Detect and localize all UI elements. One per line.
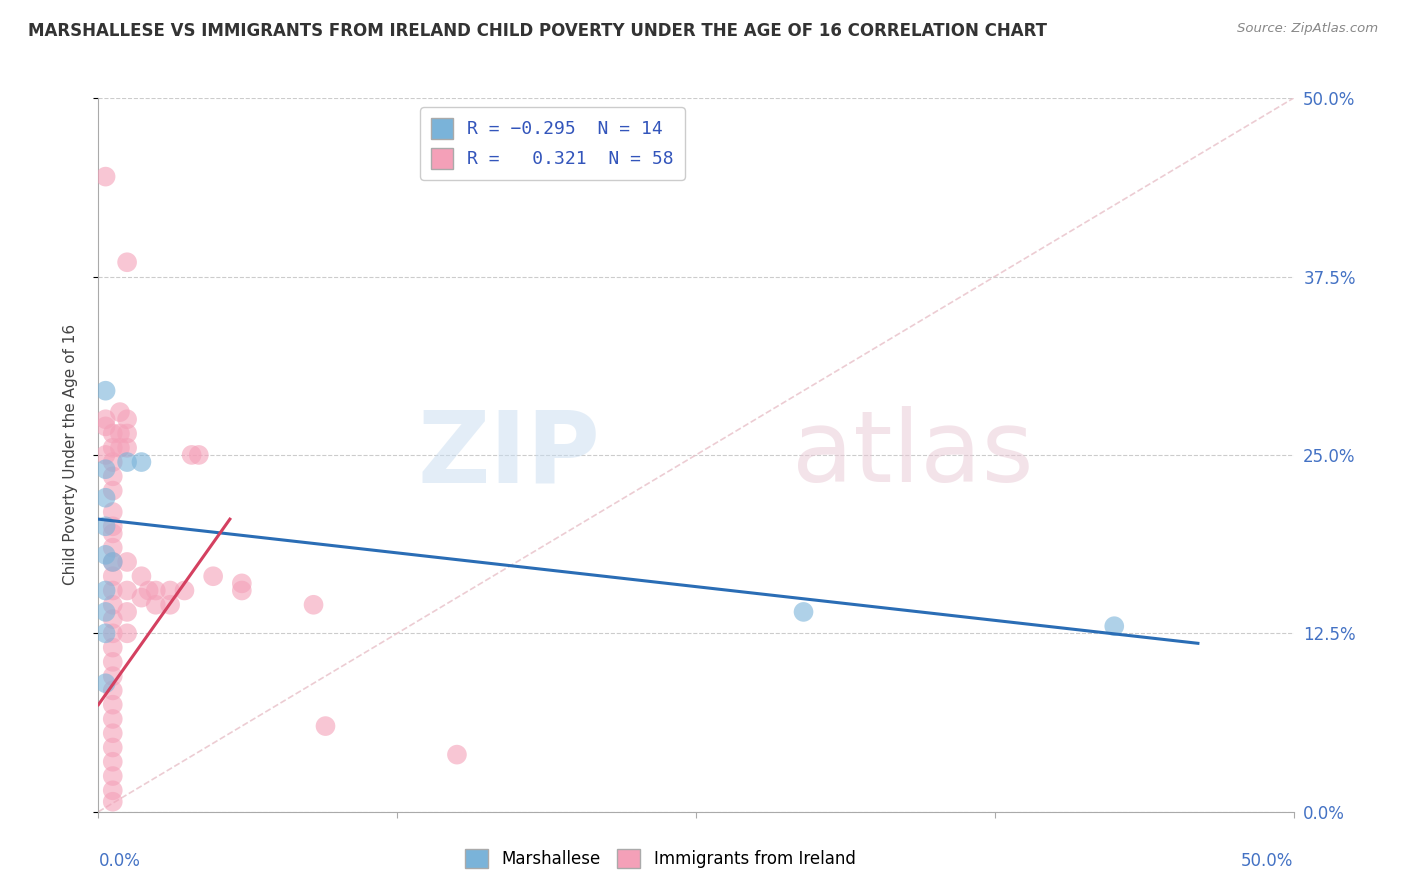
Point	[101, 541, 124, 555]
Point	[101, 526, 124, 541]
Point	[231, 576, 253, 591]
Text: atlas: atlas	[792, 407, 1033, 503]
Point	[159, 583, 181, 598]
Text: 50.0%: 50.0%	[1241, 852, 1294, 870]
Point	[101, 769, 124, 783]
Point	[101, 698, 124, 712]
Point	[101, 569, 124, 583]
Point	[131, 455, 153, 469]
Point	[101, 455, 124, 469]
Point	[1102, 619, 1125, 633]
Point	[101, 505, 124, 519]
Point	[94, 676, 117, 690]
Point	[793, 605, 815, 619]
Text: 0.0%: 0.0%	[98, 852, 141, 870]
Point	[94, 583, 117, 598]
Point	[101, 669, 124, 683]
Point	[101, 795, 124, 809]
Point	[101, 683, 124, 698]
Point	[101, 583, 124, 598]
Point	[115, 455, 138, 469]
Point	[138, 583, 160, 598]
Point	[94, 419, 117, 434]
Point	[202, 569, 225, 583]
Point	[231, 583, 253, 598]
Point	[101, 712, 124, 726]
Point	[101, 441, 124, 455]
Legend: Marshallese, Immigrants from Ireland: Marshallese, Immigrants from Ireland	[458, 842, 862, 875]
Point	[94, 412, 117, 426]
Point	[108, 441, 131, 455]
Point	[115, 605, 138, 619]
Point	[94, 605, 117, 619]
Point	[94, 519, 117, 533]
Point	[187, 448, 209, 462]
Point	[101, 755, 124, 769]
Point	[101, 555, 124, 569]
Point	[94, 548, 117, 562]
Point	[94, 448, 117, 462]
Point	[101, 640, 124, 655]
Point	[101, 469, 124, 483]
Point	[94, 491, 117, 505]
Point	[101, 555, 124, 569]
Point	[108, 426, 131, 441]
Point	[108, 405, 131, 419]
Point	[94, 384, 117, 398]
Point	[131, 591, 153, 605]
Point	[159, 598, 181, 612]
Point	[115, 555, 138, 569]
Point	[115, 255, 138, 269]
Point	[101, 740, 124, 755]
Point	[173, 583, 195, 598]
Point	[94, 169, 117, 184]
Point	[145, 583, 167, 598]
Y-axis label: Child Poverty Under the Age of 16: Child Poverty Under the Age of 16	[63, 325, 77, 585]
Point	[115, 583, 138, 598]
Point	[145, 598, 167, 612]
Text: MARSHALLESE VS IMMIGRANTS FROM IRELAND CHILD POVERTY UNDER THE AGE OF 16 CORRELA: MARSHALLESE VS IMMIGRANTS FROM IRELAND C…	[28, 22, 1047, 40]
Point	[101, 519, 124, 533]
Point	[131, 569, 153, 583]
Point	[101, 483, 124, 498]
Point	[101, 783, 124, 797]
Point	[101, 426, 124, 441]
Point	[94, 462, 117, 476]
Point	[302, 598, 325, 612]
Point	[180, 448, 202, 462]
Point	[115, 426, 138, 441]
Point	[446, 747, 468, 762]
Point	[101, 655, 124, 669]
Point	[115, 626, 138, 640]
Text: Source: ZipAtlas.com: Source: ZipAtlas.com	[1237, 22, 1378, 36]
Point	[101, 726, 124, 740]
Text: ZIP: ZIP	[418, 407, 600, 503]
Point	[115, 412, 138, 426]
Point	[101, 626, 124, 640]
Point	[101, 598, 124, 612]
Point	[101, 612, 124, 626]
Point	[315, 719, 337, 733]
Point	[115, 441, 138, 455]
Point	[94, 626, 117, 640]
